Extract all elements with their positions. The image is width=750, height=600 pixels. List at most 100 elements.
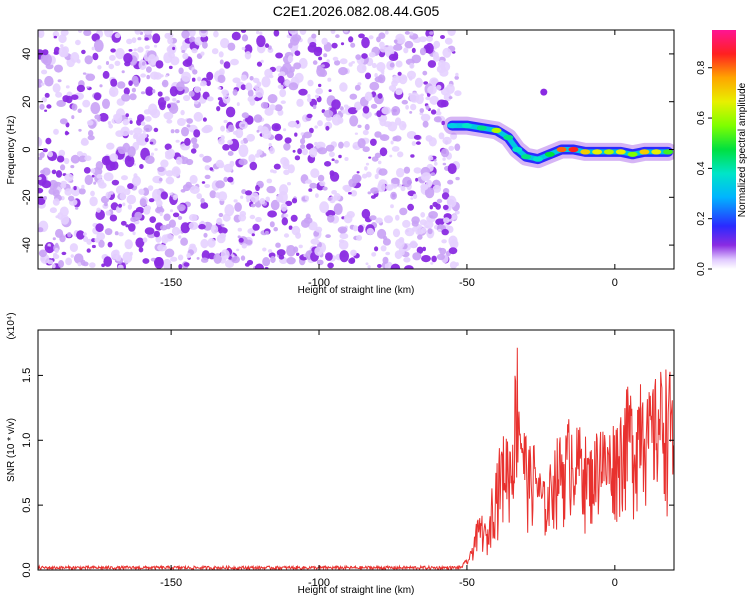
noise-speck <box>429 156 434 161</box>
noise-speck <box>104 228 113 236</box>
noise-speck <box>115 48 125 60</box>
noise-speck <box>153 44 158 48</box>
noise-speck <box>391 177 400 184</box>
noise-speck <box>227 151 234 156</box>
noise-speck <box>93 181 97 185</box>
noise-speck <box>47 259 54 265</box>
noise-speck <box>237 227 242 232</box>
noise-speck <box>280 203 288 212</box>
noise-speck <box>40 169 46 175</box>
noise-speck <box>279 88 287 98</box>
noise-speck <box>444 37 453 45</box>
noise-speck <box>164 248 175 258</box>
noise-speck <box>81 184 85 189</box>
noise-speck <box>388 46 394 51</box>
x-tick-label: -100 <box>308 277 330 289</box>
noise-speck <box>64 173 74 182</box>
noise-speck <box>106 142 115 150</box>
noise-speck <box>120 220 127 226</box>
noise-speck <box>267 210 277 218</box>
noise-speck <box>338 154 342 159</box>
noise-speck <box>55 170 63 178</box>
signal-point <box>568 146 579 153</box>
noise-speck <box>327 77 332 82</box>
noise-speck <box>264 68 273 78</box>
noise-speck <box>308 188 313 192</box>
x-tick-label: -150 <box>160 277 182 289</box>
noise-speck <box>38 176 42 181</box>
x-tick-label: -100 <box>308 577 330 589</box>
signal-point <box>461 123 472 129</box>
noise-speck <box>325 252 333 261</box>
isolated-point <box>540 88 548 96</box>
noise-speck <box>110 78 118 87</box>
noise-speck <box>215 180 225 189</box>
noise-speck <box>217 86 222 90</box>
noise-speck <box>312 60 318 65</box>
noise-speck <box>142 258 150 264</box>
noise-speck <box>126 194 137 205</box>
noise-speck <box>188 214 198 222</box>
noise-speck <box>172 194 178 201</box>
noise-speck <box>227 139 234 145</box>
noise-speck <box>271 123 282 132</box>
noise-speck <box>177 229 182 234</box>
heatmap-y-axis-label: Frequency (Hz) <box>6 116 17 185</box>
noise-speck <box>107 241 113 248</box>
noise-speck <box>374 131 382 138</box>
noise-speck <box>204 165 211 171</box>
noise-speck <box>241 46 246 51</box>
noise-speck <box>348 36 354 43</box>
noise-speck <box>38 187 44 194</box>
noise-speck <box>322 186 328 191</box>
noise-speck <box>127 146 136 158</box>
noise-speck <box>371 252 377 257</box>
noise-speck <box>401 75 408 80</box>
noise-speck <box>240 140 244 145</box>
y-tick-label: 1.0 <box>21 433 33 448</box>
noise-speck <box>48 179 59 191</box>
noise-speck <box>61 251 67 256</box>
noise-speck <box>51 169 57 175</box>
noise-speck <box>63 157 70 165</box>
noise-speck <box>150 152 154 156</box>
noise-speck <box>144 137 149 143</box>
noise-speck <box>53 51 59 55</box>
noise-speck <box>152 33 161 44</box>
noise-speck <box>167 37 174 45</box>
noise-speck <box>217 97 223 101</box>
noise-speck <box>171 166 181 177</box>
noise-speck <box>41 69 48 75</box>
noise-speck <box>182 52 189 60</box>
noise-speck <box>122 119 129 126</box>
noise-speck <box>294 132 298 137</box>
noise-speck <box>78 30 83 33</box>
noise-speck <box>49 207 58 214</box>
noise-speck <box>140 73 147 78</box>
signal-point <box>663 149 674 155</box>
snr-x-ticks: -150 -100 -50 0 <box>160 330 618 589</box>
noise-speck <box>392 136 398 142</box>
noise-speck <box>88 130 94 137</box>
noise-speck <box>315 87 324 95</box>
noise-speck <box>289 66 295 73</box>
noise-speck <box>154 148 158 151</box>
noise-speck <box>82 72 87 75</box>
noise-speck <box>300 138 306 145</box>
noise-speck <box>182 184 191 192</box>
noise-speck <box>448 96 453 100</box>
noise-speck <box>83 232 87 236</box>
noise-speck <box>98 182 107 189</box>
noise-speck <box>42 53 52 66</box>
noise-speck <box>127 204 133 210</box>
colorbar-label: Normalized spectral amplitude <box>737 82 748 217</box>
noise-speck <box>321 37 328 45</box>
noise-speck <box>75 206 79 210</box>
noise-speck <box>84 174 94 186</box>
noise-speck <box>238 237 244 243</box>
noise-speck <box>240 195 244 199</box>
noise-speck <box>255 216 262 223</box>
noise-speck <box>424 175 430 182</box>
noise-speck <box>203 124 213 133</box>
noise-speck <box>38 138 43 146</box>
